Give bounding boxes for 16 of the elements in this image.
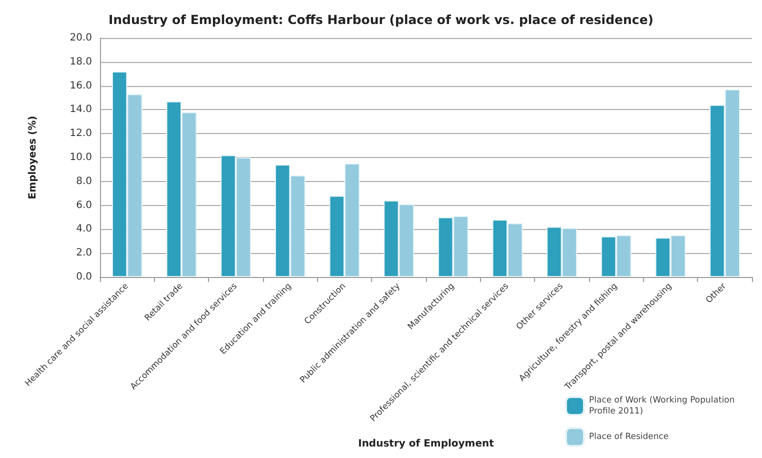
- y-tick-label: 10.0: [70, 152, 92, 163]
- y-tick-label: 0.0: [76, 272, 92, 282]
- y-tick-label: 2.0: [76, 248, 92, 259]
- x-axis-title: Industry of Employment: [358, 438, 494, 450]
- legend-label: Place of Residence: [589, 432, 669, 442]
- y-tick-label: 16.0: [70, 80, 92, 92]
- y-tick-label: 12.0: [70, 128, 92, 140]
- chart-title: Industry of Employment: Coffs Harbour (place of work vs. place of residence): [108, 12, 654, 27]
- y-tick-label: 18.0: [70, 56, 92, 68]
- y-tick-label: 8.0: [76, 176, 92, 187]
- y-tick-label: 14.0: [70, 104, 92, 116]
- y-tick-label: 20.0: [70, 32, 92, 44]
- legend-label: Place of Work (Working Population Profile 2011): [589, 396, 738, 416]
- y-tick-label: 6.0: [76, 200, 92, 211]
- y-axis-title: Employees (%): [28, 116, 38, 200]
- y-tick-label: 4.0: [76, 224, 92, 235]
